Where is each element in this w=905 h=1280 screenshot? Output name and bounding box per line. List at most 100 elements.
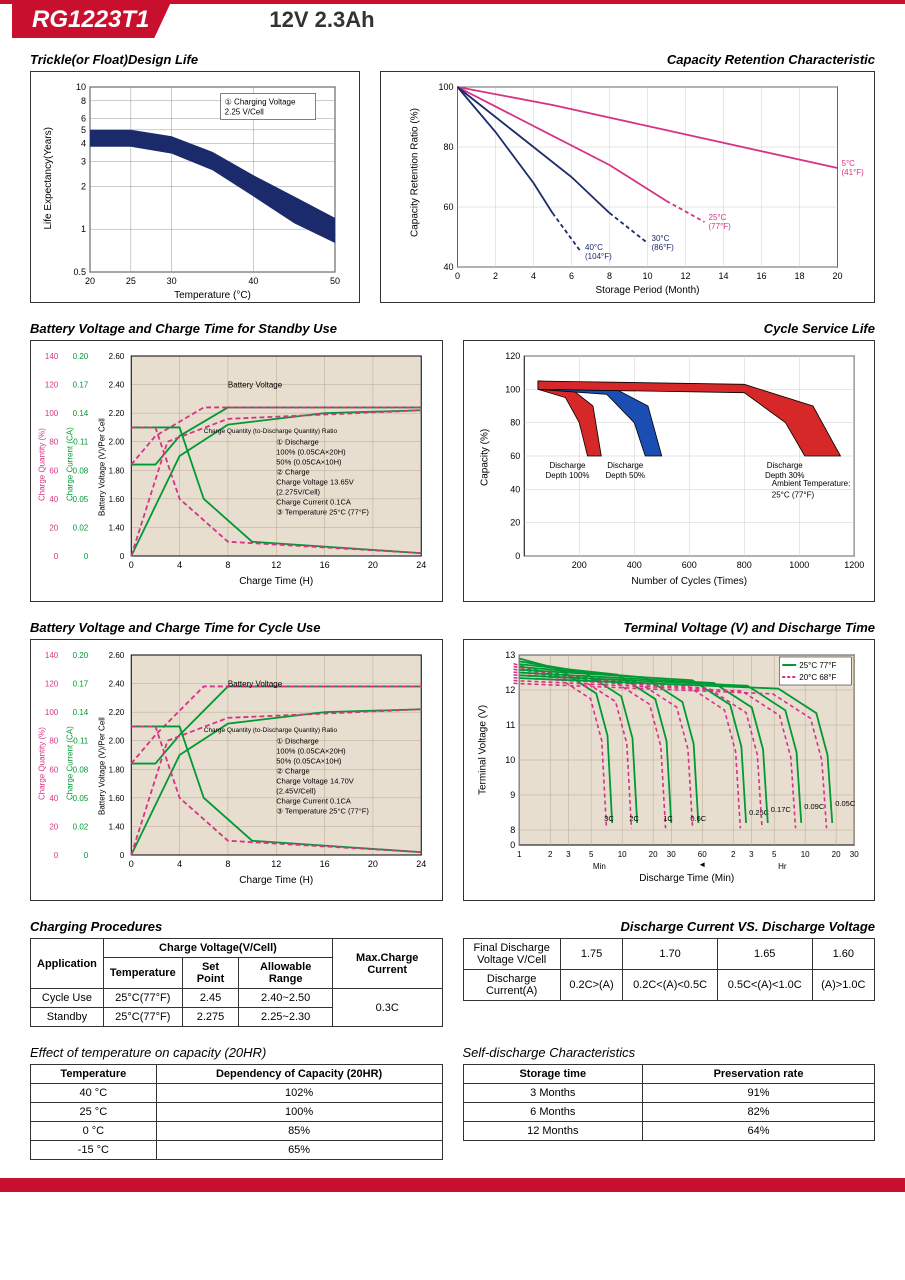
svg-text:50% (0.05CA×10H): 50% (0.05CA×10H): [276, 458, 342, 467]
svg-text:40: 40: [443, 262, 453, 272]
title-chart3: Battery Voltage and Charge Time for Stan…: [30, 321, 443, 336]
svg-text:10: 10: [642, 271, 652, 281]
svg-text:20: 20: [368, 560, 378, 570]
svg-text:(86°F): (86°F): [652, 243, 675, 252]
svg-text:Battery Voltage: Battery Voltage: [228, 380, 283, 389]
svg-text:40: 40: [49, 794, 58, 803]
cell: -15 °C: [31, 1141, 157, 1160]
svg-text:12: 12: [505, 685, 515, 695]
svg-text:Charge Quantity (to-Discharge: Charge Quantity (to-Discharge Quantity) …: [204, 428, 338, 435]
svg-text:4: 4: [177, 560, 182, 570]
svg-text:8: 8: [225, 560, 230, 570]
svg-text:60: 60: [49, 466, 58, 475]
chart6-box: 89101112130123510203060235102030Min◄Hr3C…: [463, 639, 876, 901]
svg-text:(2.275V/Cell): (2.275V/Cell): [276, 488, 320, 497]
svg-text:6: 6: [569, 271, 574, 281]
cell: 0.5C<(A)<1.0C: [717, 970, 812, 1001]
cell: 0.2C>(A): [560, 970, 622, 1001]
svg-text:0.6C: 0.6C: [690, 814, 706, 823]
svg-text:Battery Voltage: Battery Voltage: [228, 679, 283, 688]
svg-text:3: 3: [749, 850, 754, 859]
svg-text:0: 0: [84, 851, 89, 860]
header-spec: 12V 2.3Ah: [269, 7, 374, 33]
svg-text:100% (0.05CA×20H): 100% (0.05CA×20H): [276, 448, 346, 457]
svg-text:0.02: 0.02: [73, 822, 89, 831]
svg-text:0: 0: [120, 552, 125, 561]
svg-text:Discharge: Discharge: [549, 461, 586, 470]
svg-text:100: 100: [505, 384, 520, 394]
table-temp-capacity: TemperatureDependency of Capacity (20HR)…: [30, 1064, 443, 1160]
svg-text:30°C: 30°C: [652, 234, 670, 243]
svg-text:400: 400: [626, 560, 641, 570]
svg-text:10: 10: [617, 850, 626, 859]
svg-text:25°C 77°F: 25°C 77°F: [799, 661, 836, 670]
svg-text:0.05: 0.05: [73, 495, 89, 504]
svg-text:Capacity Retention Ratio (%): Capacity Retention Ratio (%): [410, 108, 421, 237]
svg-text:Ambient Temperature:: Ambient Temperature:: [771, 479, 850, 488]
svg-text:100: 100: [45, 409, 59, 418]
cell: 0 °C: [31, 1122, 157, 1141]
svg-text:0: 0: [129, 859, 134, 869]
svg-text:0.09C: 0.09C: [804, 802, 825, 811]
cell: 1.65: [717, 939, 812, 970]
title-chart6: Terminal Voltage (V) and Discharge Time: [463, 620, 876, 635]
svg-text:2.40: 2.40: [109, 680, 125, 689]
svg-text:0: 0: [129, 560, 134, 570]
svg-text:25: 25: [126, 276, 136, 286]
svg-text:50: 50: [330, 276, 340, 286]
cell: 2.45: [182, 989, 239, 1008]
svg-text:5°C: 5°C: [842, 159, 856, 168]
svg-text:40: 40: [510, 484, 520, 494]
svg-text:120: 120: [45, 381, 59, 390]
svg-text:10: 10: [800, 850, 809, 859]
svg-text:(41°F): (41°F): [842, 168, 865, 177]
footer-bar: [0, 1178, 905, 1192]
svg-text:Battery Voltage (V)/Per Cell: Battery Voltage (V)/Per Cell: [97, 418, 106, 516]
table-self-discharge: Storage timePreservation rate3 Months91%…: [463, 1064, 876, 1141]
chart5-box: 0481216202402040608010012014000.020.050.…: [30, 639, 443, 901]
svg-text:0.20: 0.20: [73, 651, 89, 660]
svg-text:Terminal Voltage (V): Terminal Voltage (V): [477, 705, 488, 795]
title-table3: Effect of temperature on capacity (20HR): [30, 1045, 443, 1060]
cell: 82%: [643, 1103, 875, 1122]
svg-text:Life Expectancy(Years): Life Expectancy(Years): [43, 127, 54, 229]
svg-text:Charge Current 0.1CA: Charge Current 0.1CA: [276, 498, 351, 507]
svg-text:25°C: 25°C: [709, 213, 727, 222]
chart4-box: 02040608010012020040060080010001200Disch…: [463, 340, 876, 602]
svg-text:0.20: 0.20: [73, 352, 89, 361]
svg-text:0.14: 0.14: [73, 409, 89, 418]
svg-text:Hr: Hr: [778, 862, 787, 871]
svg-text:14: 14: [718, 271, 728, 281]
svg-text:1: 1: [81, 224, 86, 234]
svg-text:25°C (77°F): 25°C (77°F): [771, 491, 814, 500]
cell: 65%: [156, 1141, 442, 1160]
svg-text:1000: 1000: [789, 560, 809, 570]
svg-text:11: 11: [505, 720, 514, 730]
svg-text:200: 200: [571, 560, 586, 570]
svg-text:50% (0.05CA×10H): 50% (0.05CA×10H): [276, 757, 342, 766]
svg-text:② Charge: ② Charge: [276, 468, 309, 477]
svg-text:600: 600: [681, 560, 696, 570]
svg-text:1.60: 1.60: [109, 495, 125, 504]
svg-text:80: 80: [49, 438, 58, 447]
svg-text:0.17: 0.17: [73, 381, 89, 390]
th-mcc: Max.Charge Current: [332, 939, 442, 989]
svg-text:2.00: 2.00: [109, 438, 125, 447]
svg-text:Charge Quantity (%): Charge Quantity (%): [37, 428, 46, 501]
svg-text:Min: Min: [592, 862, 605, 871]
chart3-box: 0481216202402040608010012014000.020.050.…: [30, 340, 443, 602]
svg-text:1C: 1C: [663, 814, 673, 823]
svg-text:2.60: 2.60: [109, 352, 125, 361]
svg-text:Charge Current (CA): Charge Current (CA): [65, 726, 74, 800]
svg-text:2.60: 2.60: [109, 651, 125, 660]
svg-text:30: 30: [849, 850, 858, 859]
table-discharge: Final Discharge Voltage V/Cell 1.75 1.70…: [463, 938, 876, 1001]
svg-text:0.08: 0.08: [73, 466, 89, 475]
svg-text:1.80: 1.80: [109, 765, 125, 774]
svg-text:Number of Cycles (Times): Number of Cycles (Times): [631, 576, 747, 587]
svg-text:① Charging Voltage: ① Charging Voltage: [225, 98, 296, 107]
svg-text:20: 20: [49, 822, 58, 831]
svg-text:Charge Time (H): Charge Time (H): [239, 875, 313, 886]
cell: 2.40~2.50: [239, 989, 333, 1008]
cell: 40 °C: [31, 1084, 157, 1103]
